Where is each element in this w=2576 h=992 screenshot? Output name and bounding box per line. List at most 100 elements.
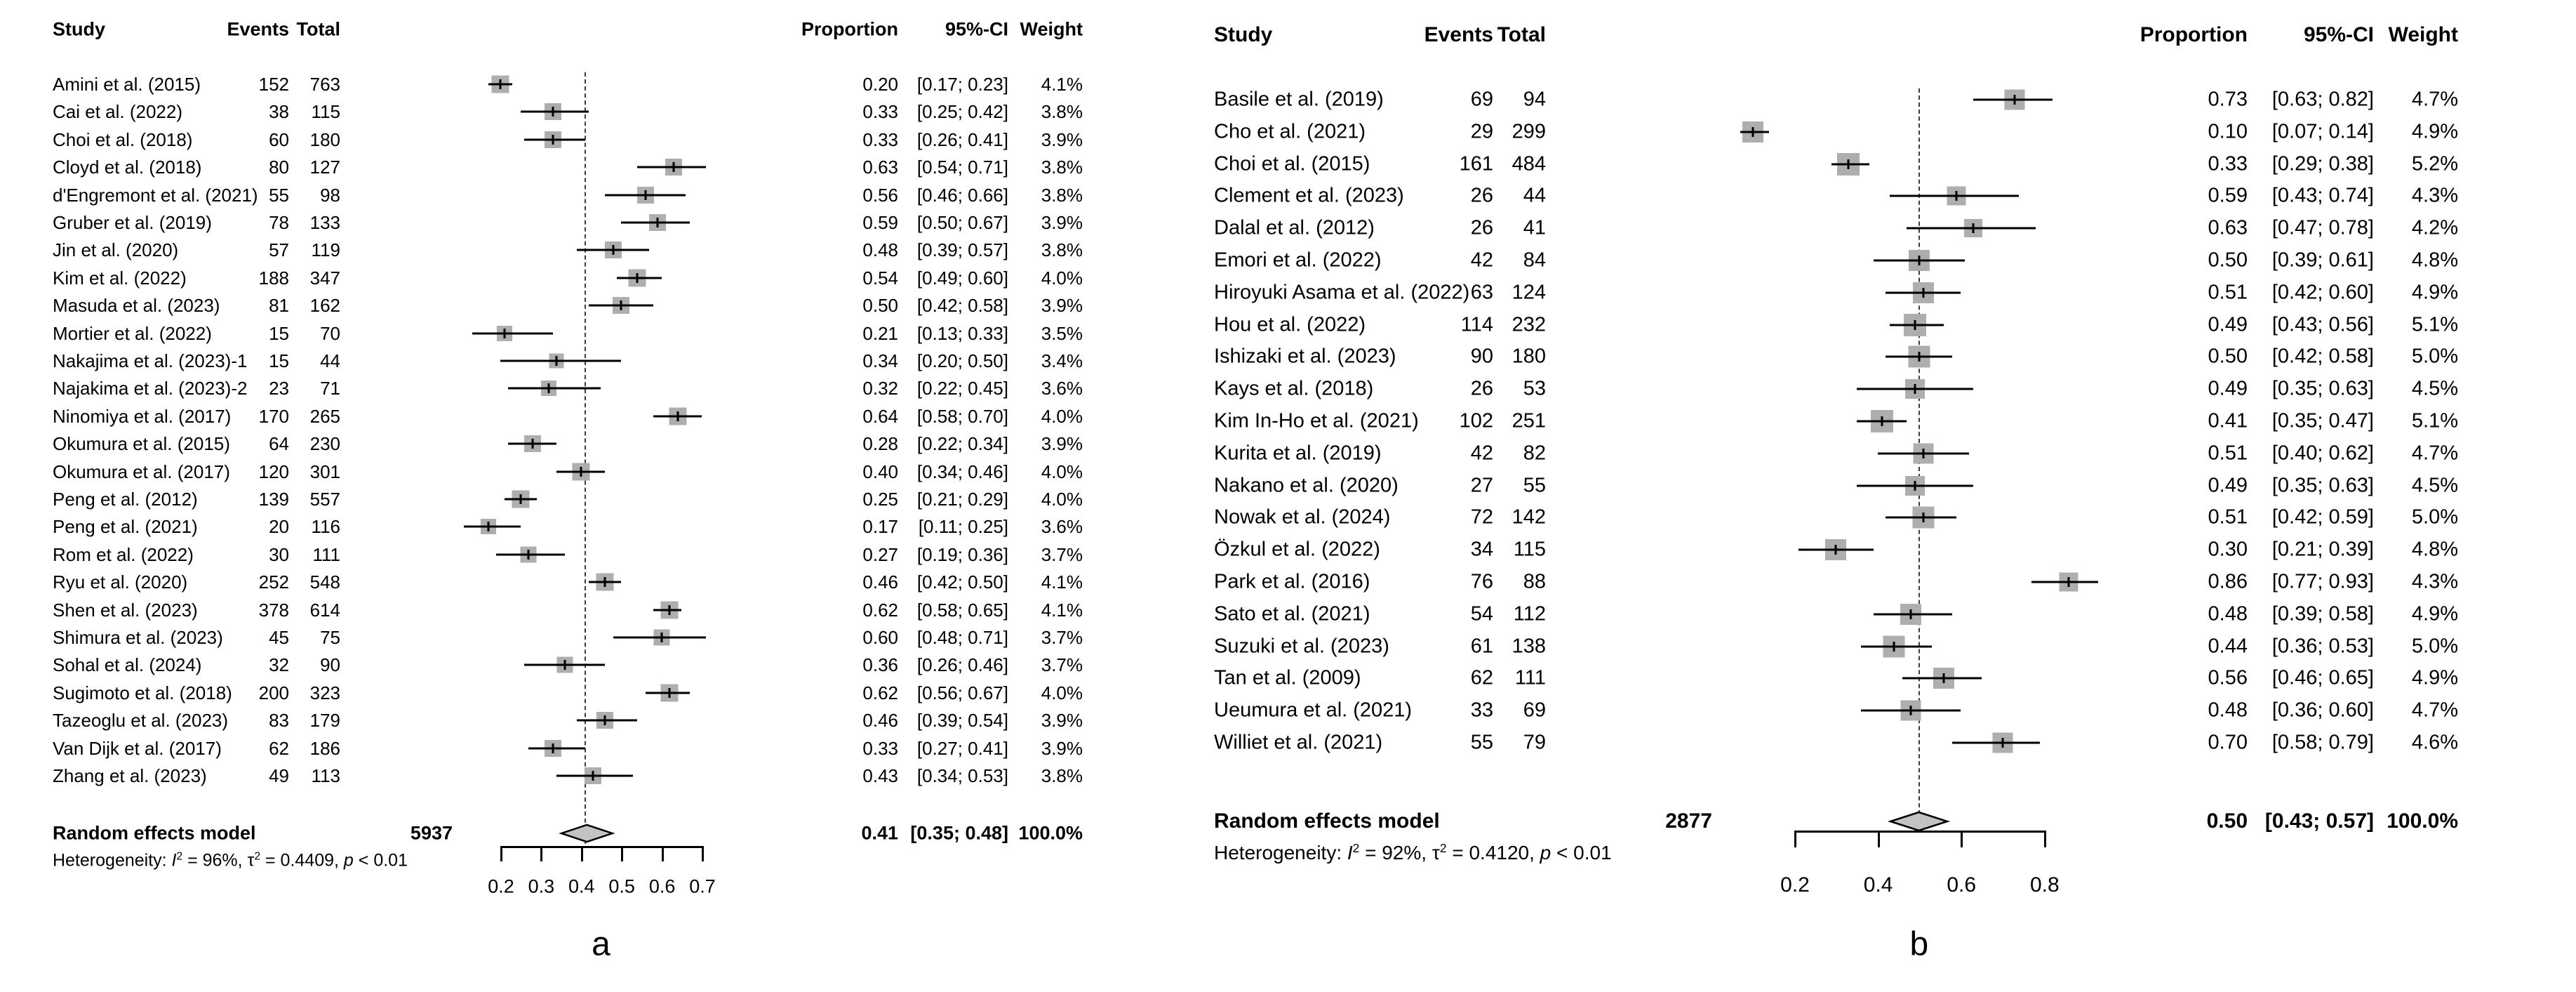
study-name: Tan et al. (2009) [1214, 666, 1361, 689]
proportion-value: 0.20 [862, 74, 898, 95]
axis-tick [661, 846, 664, 861]
study-name: Tazeoglu et al. (2023) [53, 710, 229, 732]
proportion-value: 0.48 [2208, 699, 2248, 722]
study-name: Emori et al. (2022) [1214, 249, 1382, 272]
proportion-value: 0.86 [2208, 570, 2248, 593]
ci-line [1740, 131, 1770, 133]
events-value: 62 [269, 737, 289, 759]
ci-value: [0.22; 0.34] [916, 433, 1008, 455]
study-name: Ishizaki et al. (2023) [1214, 345, 1396, 368]
total-value: 127 [309, 157, 340, 178]
ci-value: [0.58; 0.70] [916, 405, 1008, 427]
effect-tick [1834, 545, 1837, 555]
axis-tick [702, 846, 704, 861]
ci-line [1860, 645, 1932, 648]
total-value: 186 [309, 737, 340, 759]
study-name: Hou et al. (2022) [1214, 313, 1366, 336]
heterogeneity-segment: < 0.01 [353, 850, 408, 871]
proportion-value: 0.25 [862, 489, 898, 510]
proportion-value: 0.32 [862, 378, 898, 399]
weight-value: 3.5% [1041, 322, 1083, 344]
effect-tick [644, 190, 647, 200]
weight-value: 4.5% [2411, 474, 2458, 497]
proportion-value: 0.56 [862, 184, 898, 206]
effect-tick [1914, 319, 1916, 330]
ci-line [524, 138, 585, 141]
proportion-value: 0.50 [2208, 345, 2248, 368]
study-name: Okumura et al. (2015) [53, 433, 230, 455]
effect-tick [592, 771, 594, 781]
proportion-value: 0.59 [862, 212, 898, 233]
events-value: 114 [1460, 313, 1493, 336]
axis-tick-label: 0.5 [608, 875, 635, 897]
study-name: Cai et al. (2022) [53, 101, 182, 123]
events-value: 78 [269, 212, 289, 233]
study-name: Choi et al. (2018) [53, 128, 193, 150]
ci-value: [0.43; 0.74] [2271, 184, 2374, 207]
heterogeneity-segment: I [1347, 842, 1353, 864]
total-value: 138 [1511, 635, 1546, 658]
ci-line [496, 553, 565, 556]
ci-value: [0.42; 0.58] [2271, 345, 2374, 368]
events-value: 72 [1470, 505, 1493, 529]
proportion-value: 0.33 [862, 101, 898, 123]
axis-tick [1794, 831, 1796, 847]
axis-tick-label: 0.4 [1863, 873, 1893, 897]
study-name: Williet et al. (2021) [1214, 731, 1383, 754]
proportion-value: 0.64 [862, 405, 898, 427]
ci-line [621, 221, 690, 224]
ci-line [1886, 516, 1957, 519]
proportion-value: 0.70 [2208, 731, 2248, 754]
ci-value: [0.42; 0.60] [2271, 281, 2374, 304]
events-value: 170 [258, 405, 289, 427]
ci-value: [0.43; 0.56] [2271, 313, 2374, 336]
heterogeneity-segment: = 0.4120, [1446, 842, 1540, 864]
ci-value: [0.42; 0.50] [916, 571, 1008, 593]
axis-line [500, 846, 704, 848]
events-value: 20 [269, 516, 289, 538]
study-name: Shen et al. (2023) [53, 599, 198, 621]
weight-value: 4.5% [2411, 377, 2458, 400]
events-value: 200 [258, 682, 289, 703]
axis-tick-label: 0.3 [528, 875, 555, 897]
study-name: Nowak et al. (2024) [1214, 505, 1391, 529]
ci-value: [0.35; 0.63] [2271, 474, 2374, 497]
effect-tick [552, 107, 554, 117]
proportion-value: 0.49 [2208, 377, 2248, 400]
study-name: Hiroyuki Asama et al. (2022) [1214, 281, 1470, 304]
proportion-value: 0.50 [862, 295, 898, 317]
proportion-value: 0.51 [2208, 442, 2248, 465]
effect-tick [620, 300, 622, 311]
weight-value: 4.1% [1041, 599, 1083, 621]
total-value: 142 [1511, 505, 1546, 529]
ci-line [617, 277, 662, 279]
column-header-weight: Weight [2388, 23, 2458, 46]
weight-value: 3.8% [1041, 157, 1083, 178]
total-value: 55 [1523, 474, 1546, 497]
events-value: 139 [258, 489, 289, 510]
axis-tick [621, 846, 624, 861]
ci-value: [0.40; 0.62] [2271, 442, 2374, 465]
total-value: 323 [309, 682, 340, 703]
proportion-value: 0.73 [2208, 88, 2248, 111]
total-value: 763 [309, 74, 340, 95]
column-header-ci: 95%-CI [945, 18, 1008, 40]
axis-tick-label: 0.7 [689, 875, 716, 897]
effect-tick [499, 79, 502, 89]
proportion-value: 0.33 [2208, 152, 2248, 176]
ci-line [1890, 194, 2020, 197]
total-value: 115 [311, 101, 340, 123]
summary-weight: 100.0% [2387, 809, 2458, 833]
weight-value: 4.9% [2411, 120, 2458, 143]
weight-value: 3.8% [1041, 765, 1083, 786]
events-value: 60 [269, 128, 289, 150]
ci-line [556, 774, 634, 777]
proportion-value: 0.21 [862, 322, 898, 344]
events-value: 64 [269, 433, 289, 455]
ci-value: [0.46; 0.65] [2271, 666, 2374, 689]
study-name: Jin et al. (2020) [53, 239, 179, 261]
events-value: 83 [269, 710, 289, 732]
effect-tick [2013, 95, 2016, 105]
effect-tick [1909, 706, 1912, 716]
heterogeneity-segment: 2 [1439, 841, 1447, 856]
